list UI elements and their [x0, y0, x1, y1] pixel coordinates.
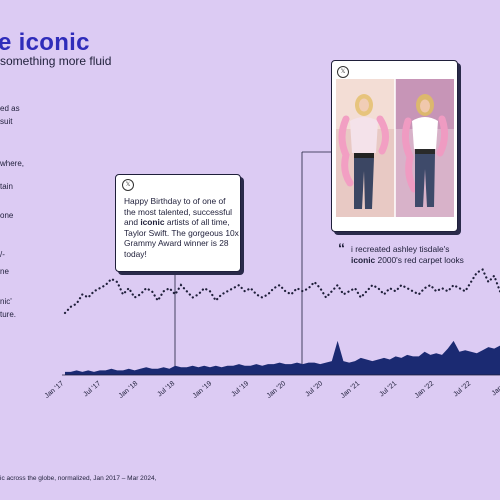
x-tick-label: Jan '20 — [266, 380, 288, 400]
body-text-fragment: /- — [0, 250, 5, 259]
x-tick-label: Jul '20 — [304, 380, 324, 398]
photo-post-caption: i recreated ashley tisdale's iconic 2000… — [351, 244, 464, 265]
x-tick-label: Jul '18 — [156, 380, 176, 398]
body-text-fragment: ture. — [0, 310, 17, 319]
x-tick-label: Jul '22 — [452, 380, 472, 398]
quote-icon: “ — [338, 240, 345, 256]
body-text-fragment: one — [0, 211, 14, 220]
page-subtitle: something more fluid — [0, 54, 112, 68]
x-logo-icon: 𝕏 — [337, 66, 349, 78]
dotted-line-series — [63, 268, 500, 315]
body-text-fragment: ne — [0, 267, 9, 276]
x-tick-label: Jul '19 — [230, 380, 250, 398]
x-tick-label: Jan '22 — [414, 380, 436, 400]
body-text-fragment: where, — [0, 159, 25, 168]
post-photo — [336, 79, 454, 217]
tweet-text: Happy Birthday to of one of the most tal… — [124, 196, 239, 259]
body-text-fragment: suit — [0, 117, 13, 126]
body-text-fragment: tain — [0, 182, 13, 191]
filled-area-series — [65, 340, 500, 375]
x-tick-label: Jul '21 — [378, 380, 398, 398]
x-tick-label: Jan '2 — [491, 380, 500, 397]
page-title: e iconic — [0, 29, 90, 56]
x-logo-icon: 𝕏 — [122, 179, 134, 191]
x-tick-label: Jan '17 — [44, 380, 66, 400]
body-text-fragment: ed as — [0, 104, 20, 113]
photo-post-card[interactable]: 𝕏 — [331, 60, 458, 232]
body-text-fragment: nic' — [0, 297, 12, 306]
x-tick-label: Jan '18 — [118, 380, 140, 400]
x-tick-label: Jan '21 — [340, 380, 362, 400]
footnote: ic across the globe, normalized, Jan 201… — [0, 475, 157, 482]
tweet-card[interactable]: 𝕏 Happy Birthday to of one of the most t… — [115, 174, 241, 272]
x-tick-label: Jul '17 — [82, 380, 102, 398]
x-tick-label: Jan '19 — [192, 380, 214, 400]
